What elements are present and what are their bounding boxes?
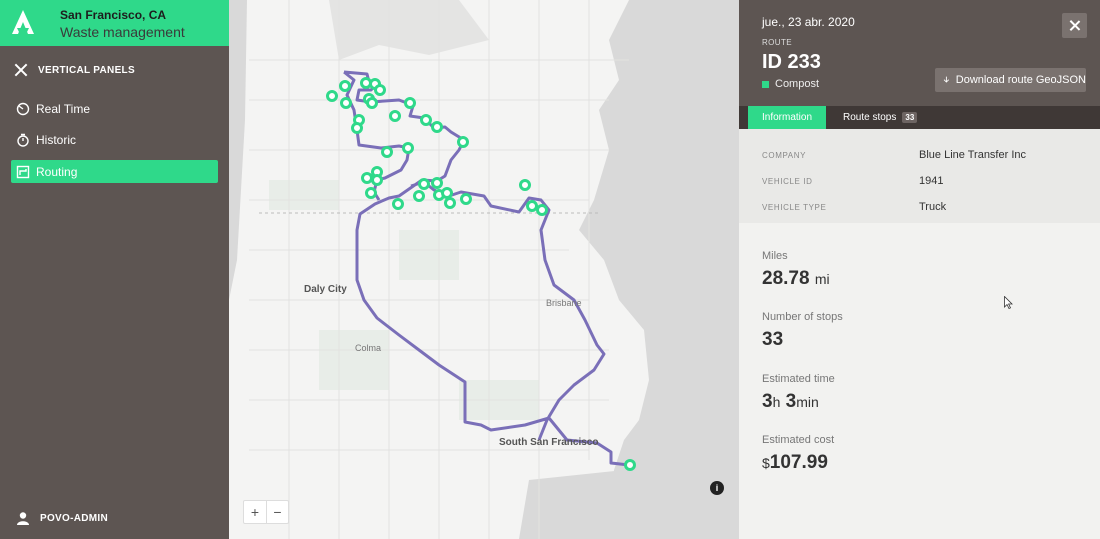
route-header: jue., 23 abr. 2020 ROUTE ID 233 Compost … (739, 0, 1100, 106)
tab-label: Information (762, 112, 813, 123)
download-icon (943, 76, 950, 83)
tab-route-stops[interactable]: Route stops 33 (829, 106, 931, 129)
stops-count-badge: 33 (902, 112, 918, 123)
route-detail-panel: jue., 23 abr. 2020 ROUTE ID 233 Compost … (739, 0, 1100, 539)
metric-value: 28.78 mi (762, 268, 830, 289)
map-label-daly-city: Daly City (304, 284, 347, 295)
compost-color-swatch (762, 80, 769, 88)
bay-water (579, 0, 739, 539)
zoom-controls: + − (243, 500, 289, 524)
metric-stops: Number of stops 33 (762, 311, 843, 351)
vertical-panels-toggle[interactable]: VERTICAL PANELS (14, 62, 135, 78)
sidebar-item-label: Real Time (36, 101, 91, 116)
metric-label: Miles (762, 250, 788, 262)
city-name: San Francisco, CA (60, 8, 167, 22)
ocean-west (229, 0, 247, 300)
metric-value: 33 (762, 329, 784, 350)
north-water (329, 0, 489, 60)
tab-information[interactable]: Information (748, 106, 827, 129)
detail-row: VEHICLE ID 1941 (762, 175, 1082, 189)
metric-value: $107.99 (762, 452, 828, 473)
sidebar-item-real-time[interactable]: Real Time (11, 97, 218, 120)
route-icon (16, 165, 30, 178)
sidebar: San Francisco, CA Waste management VERTI… (0, 0, 229, 539)
zoom-in-button[interactable]: + (250, 504, 260, 520)
bay-water-south (519, 420, 739, 539)
detail-value: 1941 (919, 175, 944, 187)
company-details: COMPANY Blue Line Transfer Inc VEHICLE I… (739, 129, 1100, 223)
waste-type: Compost (762, 78, 819, 90)
detail-row: COMPANY Blue Line Transfer Inc (762, 149, 1082, 163)
logo-icon (12, 10, 34, 34)
park-area (319, 330, 389, 390)
close-button[interactable] (1062, 13, 1087, 38)
route-label: ROUTE (762, 38, 792, 47)
map-label-south-sf: South San Francisco (499, 437, 599, 448)
zoom-out-button[interactable]: − (266, 501, 288, 523)
route-id: ID 233 (762, 51, 821, 73)
tab-label: Route stops (843, 112, 897, 123)
route-stops (326, 77, 636, 471)
detail-key: VEHICLE ID (762, 177, 813, 186)
metric-time: Estimated time 3h 3min (762, 373, 835, 413)
route-date: jue., 23 abr. 2020 (762, 15, 855, 29)
metric-value: 3h 3min (762, 391, 819, 412)
sidebar-item-routing[interactable]: Routing (11, 160, 218, 183)
stopwatch-icon (17, 133, 29, 147)
metric-miles: Miles 28.78 mi (762, 250, 830, 290)
sidebar-item-label: Historic (36, 132, 77, 147)
metric-label: Estimated cost (762, 434, 835, 446)
user-menu[interactable]: POVO-ADMIN (16, 511, 108, 525)
download-label: Download route GeoJSON (955, 74, 1086, 86)
metric-cost: Estimated cost $107.99 (762, 434, 834, 474)
map-label-colma: Colma (355, 343, 382, 353)
map-label-brisbane: Brisbane (546, 298, 582, 308)
detail-value: Truck (919, 201, 947, 213)
sidebar-item-historic[interactable]: Historic (11, 128, 218, 151)
close-icon (14, 63, 28, 77)
info-icon[interactable]: i (710, 481, 724, 495)
park-area (269, 180, 339, 210)
metric-label: Estimated time (762, 373, 835, 385)
sidebar-item-label: Routing (36, 164, 78, 179)
vertical-panels-label: VERTICAL PANELS (38, 64, 135, 76)
map-view[interactable]: Daly City Colma Brisbane South San Franc… (229, 0, 739, 539)
app-subtitle: Waste management (60, 24, 185, 40)
user-icon (17, 512, 29, 525)
detail-value: Blue Line Transfer Inc (919, 149, 1027, 161)
map-canvas (229, 0, 739, 539)
detail-row: VEHICLE TYPE Truck (762, 201, 1082, 215)
panel-tabs: Information Route stops 33 (739, 106, 1100, 129)
speedometer-icon (16, 102, 30, 115)
metric-label: Number of stops (762, 311, 843, 323)
mouse-cursor-icon (1004, 296, 1013, 309)
waste-type-label: Compost (775, 78, 820, 90)
username: POVO-ADMIN (40, 512, 108, 524)
park-area (399, 230, 459, 280)
detail-key: COMPANY (762, 151, 807, 160)
download-geojson-button[interactable]: Download route GeoJSON (935, 68, 1086, 92)
road-grid (249, 0, 629, 539)
detail-key: VEHICLE TYPE (762, 203, 827, 212)
brand-header: San Francisco, CA Waste management (0, 0, 229, 46)
